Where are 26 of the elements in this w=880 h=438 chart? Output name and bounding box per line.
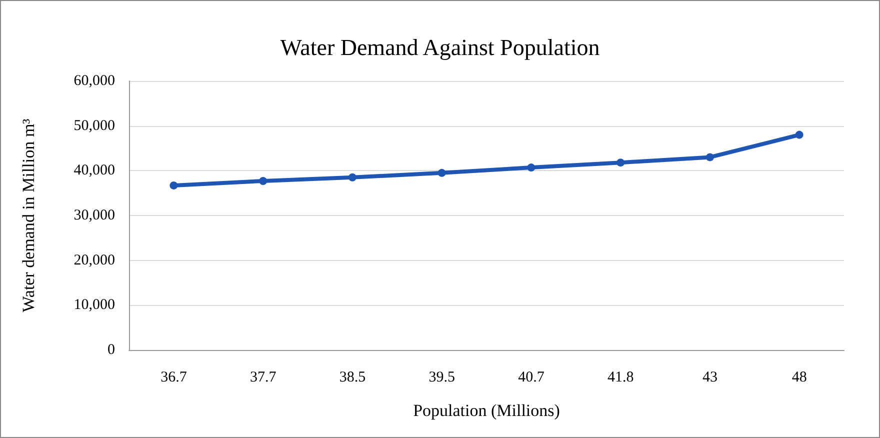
y-axis-title: Water demand in Million m³ [19, 118, 38, 312]
point [527, 164, 536, 172]
chart-title: Water Demand Against Population [280, 35, 600, 60]
x-tick-label: 43 [702, 370, 718, 386]
y-tick-label: 60,000 [74, 73, 115, 89]
point [795, 130, 804, 139]
point [348, 173, 356, 182]
x-tick-label: 39.5 [428, 370, 455, 386]
y-tick-label: 0 [108, 342, 115, 358]
point [259, 176, 268, 185]
x-tick-label: 41.8 [607, 370, 634, 386]
point [706, 153, 714, 162]
point [438, 168, 446, 177]
y-tick-label: 20,000 [74, 252, 115, 268]
y-tick-label: 10,000 [74, 297, 115, 314]
x-tick-label: 40.7 [518, 370, 545, 386]
x-tick-label: 37.7 [250, 370, 277, 386]
x-axis-title: Population (Millions) [413, 401, 560, 420]
x-tick-label: 48 [792, 370, 807, 386]
x-tick-label: 36.7 [160, 370, 188, 386]
y-tick-label: 50,000 [74, 118, 115, 134]
point [170, 181, 178, 190]
y-tick-label: 40,000 [74, 162, 115, 179]
x-tick-label: 38.5 [339, 370, 366, 386]
point [616, 158, 625, 167]
y-tick-label: 30,000 [74, 208, 115, 224]
